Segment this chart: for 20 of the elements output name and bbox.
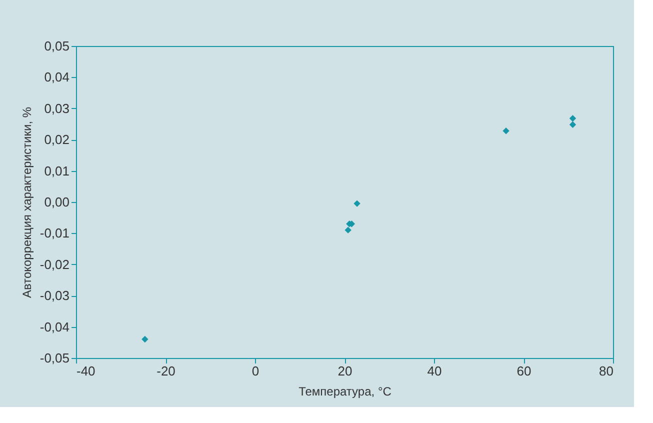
x-tick-label: 40: [427, 364, 442, 378]
x-axis-title: Температура, °C: [298, 384, 392, 398]
y-tick-label: 0,03: [44, 100, 70, 116]
y-axis-title: Автокоррекция характеристики, %: [20, 106, 34, 298]
y-tick-label: -0,02: [40, 256, 70, 272]
x-tick-label: -40: [76, 364, 96, 378]
y-tick-label: -0,01: [40, 226, 70, 241]
y-tick-label: 0,04: [44, 70, 70, 85]
x-tick-label: 20: [338, 364, 352, 378]
x-tick-label: 0: [252, 364, 260, 378]
y-tick-label: 0,01: [44, 163, 70, 178]
x-tick-label: 60: [516, 364, 532, 378]
x-tick-label: 80: [599, 364, 614, 378]
y-tick-label: 0,02: [44, 132, 70, 148]
y-tick-label: -0,03: [40, 288, 70, 304]
x-tick-label: -20: [156, 364, 176, 378]
y-tick-label: 0,00: [44, 194, 70, 210]
y-tick-label: -0,04: [40, 319, 70, 334]
y-tick-label: 0,05: [44, 38, 70, 54]
y-tick-label: -0,05: [40, 350, 70, 366]
